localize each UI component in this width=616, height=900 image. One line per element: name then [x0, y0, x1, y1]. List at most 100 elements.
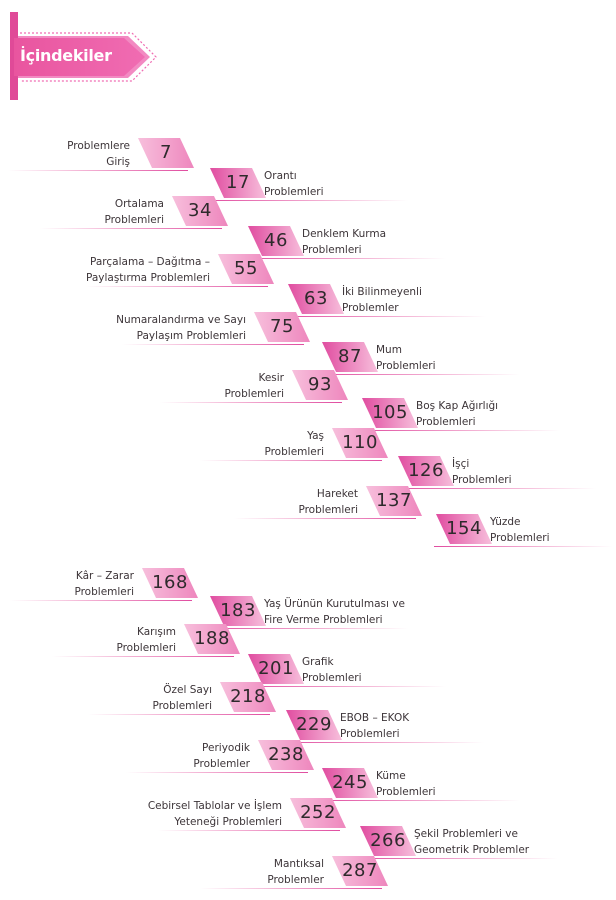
toc-entry[interactable]: 287 Mantıksal Problemler	[200, 856, 388, 896]
entry-title-line: Şekil Problemleri ve	[414, 828, 518, 840]
page-number: 87	[338, 346, 362, 367]
toc-entry[interactable]: 46 Denklem Kurma Problemleri	[246, 226, 446, 266]
entry-underline	[200, 460, 382, 461]
entry-title-line: Problemleri	[264, 446, 324, 458]
badge-parallelogram-shape	[210, 596, 266, 626]
entry-title-line: Orantı	[264, 170, 297, 182]
page-number-badge: 266	[358, 826, 418, 856]
page-number: 126	[408, 460, 444, 481]
page-number-badge: 252	[288, 798, 348, 828]
entry-title-line: Problemler	[193, 758, 250, 770]
entry-title-line: Problemleri	[452, 474, 512, 486]
entry-underline	[234, 518, 416, 519]
entry-title: Şekil Problemleri ve Geometrik Problemler	[414, 826, 529, 858]
entry-title: İki Bilinmeyenli Problemler	[342, 284, 422, 316]
entry-title-line: Paylaştırma Problemleri	[85, 272, 210, 284]
entry-title-line: Periyodik	[202, 742, 250, 754]
entry-title-line: Problemleri	[340, 728, 400, 740]
page-number-badge: 287	[330, 856, 390, 886]
toc-entry[interactable]: 252 Cebirsel Tablolar ve İşlem Yeteneği Pr…	[148, 798, 346, 838]
toc-entry[interactable]: 188 Karışım Problemleri	[52, 624, 240, 664]
entry-title-line: Hareket	[316, 488, 358, 500]
entry-title-line: EBOB – EKOK	[340, 712, 410, 724]
page-number-badge: 93	[290, 370, 350, 400]
entry-title-line: Karışım	[137, 626, 176, 638]
toc-entry[interactable]: 137 Hareket Problemleri	[234, 486, 422, 526]
entry-underline	[208, 628, 408, 629]
badge-parallelogram-shape	[138, 138, 194, 168]
toc-entry[interactable]: 245 Küme Problemleri	[320, 768, 520, 808]
page-number: 75	[270, 316, 294, 337]
page-title: İçindekiler	[20, 46, 112, 65]
toc-entry[interactable]: 238 Periyodik Problemler	[126, 740, 314, 780]
entry-title: Orantı Problemleri	[264, 168, 324, 200]
entry-title: Özel Sayı Problemleri	[152, 682, 212, 714]
page-number-badge: 87	[320, 342, 380, 372]
toc-entry[interactable]: 110 Yaş Problemleri	[200, 428, 388, 468]
toc-entry[interactable]: 105 Boş Kap Ağırlığı Problemleri	[360, 398, 560, 438]
page-number: 183	[220, 600, 256, 621]
toc-entry[interactable]: 75 Numaralandırma ve Sayı Paylaşım Problem…	[116, 312, 310, 352]
page-number: 287	[342, 860, 378, 881]
entry-title: Yüzde Problemleri	[490, 514, 550, 546]
entry-underline	[10, 600, 192, 601]
entry-underline	[434, 546, 612, 547]
entry-underline	[52, 656, 234, 657]
badge-parallelogram-shape	[254, 312, 310, 342]
toc-entry[interactable]: 55 Parçalama – Dağıtma – Paylaştırma Probl…	[86, 254, 274, 294]
entry-title-line: Ortalama	[114, 198, 164, 210]
toc-entry[interactable]: 229 EBOB – EKOK Problemleri	[284, 710, 484, 750]
page-number-badge: 126	[396, 456, 456, 486]
badge-parallelogram-shape	[288, 284, 344, 314]
page-number-badge: 46	[246, 226, 306, 256]
toc-entry[interactable]: 266 Şekil Problemleri ve Geometrik Problem…	[358, 826, 558, 866]
toc-entry[interactable]: 63 İki Bilinmeyenli Problemler	[286, 284, 486, 324]
entry-title: Numaralandırma ve Sayı Paylaşım Problemle…	[116, 312, 246, 344]
badge-parallelogram-shape	[332, 856, 388, 886]
entry-title-line: Problemleri	[264, 186, 324, 198]
toc-entry[interactable]: 87 Mum Problemleri	[320, 342, 520, 382]
toc-entry[interactable]: 201 Grafik Problemleri	[246, 654, 446, 694]
header-banner: İçindekiler	[0, 0, 616, 110]
entry-underline	[246, 686, 446, 687]
page-number: 93	[308, 374, 332, 395]
toc-entry[interactable]: 154 Yüzde Problemleri	[434, 514, 612, 554]
entry-title-line: Yaş	[307, 430, 324, 442]
entry-title-line: Problemleri	[298, 504, 358, 516]
toc-entry[interactable]: 7 Problemlere Giriş	[8, 138, 194, 178]
toc-entry[interactable]: 126 İşçi Problemleri	[396, 456, 596, 496]
entry-title: Karışım Problemleri	[116, 624, 176, 656]
entry-title-line: Problemleri	[116, 642, 176, 654]
toc-entry[interactable]: 183 Yaş Ürünün Kurutulması ve Fire Verme P…	[208, 596, 408, 636]
toc-entry[interactable]: 218 Özel Sayı Problemleri	[88, 682, 276, 722]
entry-title-line: Yüzde	[490, 516, 521, 528]
entry-underline	[286, 316, 486, 317]
page-number: 188	[194, 628, 230, 649]
entry-title-line: Kâr – Zarar	[75, 570, 134, 582]
badge-parallelogram-shape	[184, 624, 240, 654]
entry-title: Parçalama – Dağıtma – Paylaştırma Problem…	[86, 254, 210, 286]
entry-title-line: Problemleri	[376, 786, 436, 798]
entry-title-line: Cebirsel Tablolar ve İşlem	[147, 800, 282, 812]
entry-underline	[40, 228, 222, 229]
entry-title-line: Problemler	[342, 302, 399, 314]
page-number-badge: 245	[320, 768, 380, 798]
page-number-badge: 55	[216, 254, 276, 284]
entry-title-line: Mum	[376, 344, 402, 356]
toc-entry[interactable]: 34 Ortalama Problemleri	[40, 196, 228, 236]
page-number-badge: 188	[182, 624, 242, 654]
entry-title: Kâr – Zarar Problemleri	[74, 568, 134, 600]
page-number: 105	[372, 402, 408, 423]
toc-entry[interactable]: 93 Kesir Problemleri	[160, 370, 348, 410]
entry-title-line: Problemleri	[490, 532, 550, 544]
entry-title: Cebirsel Tablolar ve İşlem Yeteneği Probl…	[148, 798, 282, 830]
badge-parallelogram-shape	[220, 682, 276, 712]
toc-entry[interactable]: 17 Orantı Problemleri	[208, 168, 408, 208]
entry-title-line: Problemleri	[302, 244, 362, 256]
toc-entry[interactable]: 168 Kâr – Zarar Problemleri	[10, 568, 198, 608]
entry-title: Denklem Kurma Problemleri	[302, 226, 386, 258]
page-number-badge: 238	[256, 740, 316, 770]
entry-title-line: İşçi	[452, 458, 470, 470]
entry-title-line: Problemleri	[152, 700, 212, 712]
badge-parallelogram-shape	[248, 654, 304, 684]
